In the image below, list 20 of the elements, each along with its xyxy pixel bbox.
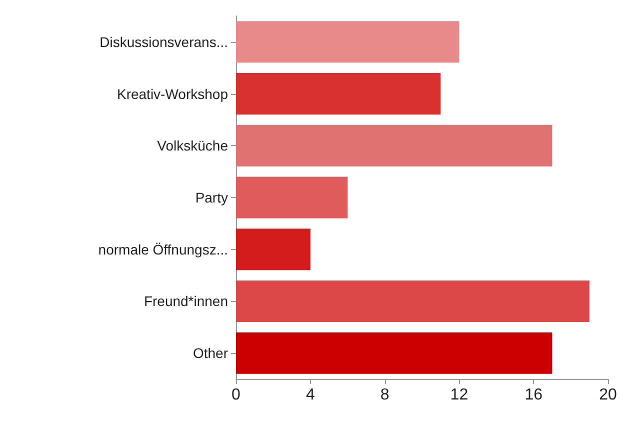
x-tick-label: 8 xyxy=(380,386,390,404)
y-tick-label: Diskussionsverans... xyxy=(100,34,228,50)
x-tick-label: 4 xyxy=(306,386,315,404)
y-tick-label: Party xyxy=(195,190,228,206)
y-tick-label: Freund*innen xyxy=(144,293,228,310)
bar xyxy=(236,280,590,322)
x-tick-label: 20 xyxy=(599,386,617,404)
bar xyxy=(236,228,310,270)
x-tick-label: 12 xyxy=(450,386,468,404)
y-tick-label: Kreativ-Workshop xyxy=(116,86,228,102)
bar xyxy=(236,21,460,63)
bar xyxy=(236,124,552,166)
bar xyxy=(236,73,441,115)
y-tick-label: normale Öffnungsz... xyxy=(98,241,228,258)
bar xyxy=(236,332,552,374)
x-tick-label: 0 xyxy=(232,386,241,404)
y-tick-label: Other xyxy=(192,345,228,362)
y-tick-label: Volksküche xyxy=(157,138,228,154)
x-tick-label: 16 xyxy=(524,386,543,404)
bar xyxy=(236,176,348,218)
